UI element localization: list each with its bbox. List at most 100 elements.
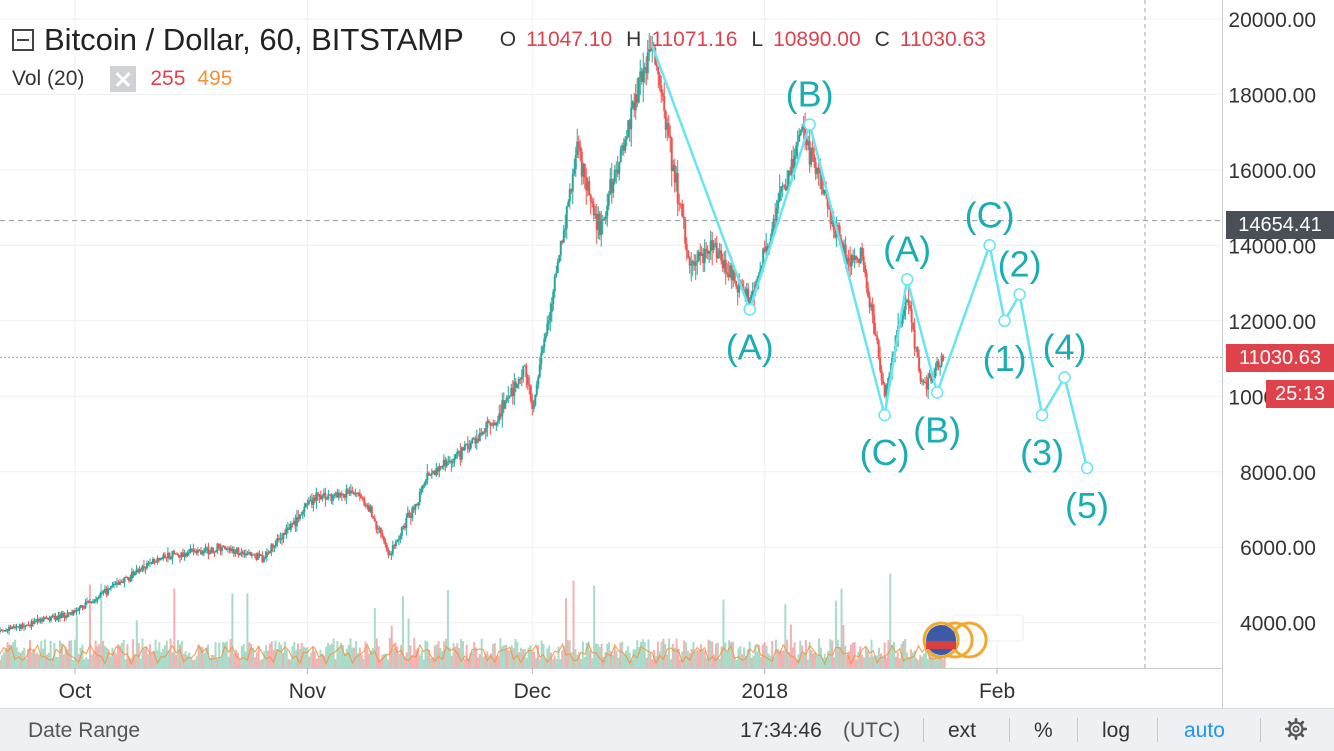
volume-bar <box>23 647 26 668</box>
price-axis-label: 18000.00 <box>1228 84 1316 107</box>
candle-body <box>331 495 334 501</box>
volume-bar <box>280 644 283 668</box>
candle-body <box>843 244 846 254</box>
candle-body <box>930 373 933 382</box>
candle-body <box>267 552 270 554</box>
volume-bar <box>722 599 725 668</box>
volume-indicator-name[interactable]: Vol (20) <box>12 67 85 90</box>
candle-body <box>789 170 792 175</box>
candle-body <box>474 438 477 444</box>
candle-body <box>532 405 535 409</box>
candle-body <box>496 420 499 423</box>
volume-value: 255 <box>150 67 186 90</box>
candle-body <box>459 451 462 460</box>
candle-body <box>399 536 402 539</box>
candle-body <box>636 94 639 103</box>
remove-indicator-icon[interactable] <box>110 66 137 92</box>
candle-body <box>486 420 489 429</box>
collapse-legend-icon[interactable] <box>12 29 34 51</box>
candle-body <box>78 607 81 611</box>
candle-body <box>903 309 906 316</box>
volume-bar <box>482 656 485 668</box>
volume-bar <box>355 641 358 668</box>
volume-bar <box>313 651 316 668</box>
candle-body <box>381 533 384 537</box>
candle-body <box>757 274 760 279</box>
settings-gear-icon[interactable] <box>1285 718 1307 740</box>
candle-body <box>697 251 700 261</box>
volume-bar <box>2 652 5 668</box>
volume-bar <box>385 653 388 668</box>
volume-bar <box>559 659 562 668</box>
volume-bar <box>626 646 629 668</box>
auto-scale-button[interactable]: auto <box>1184 719 1225 742</box>
volume-bar <box>765 645 768 668</box>
volume-bar <box>392 648 395 668</box>
candle-body <box>226 548 229 550</box>
candle-body <box>612 181 615 193</box>
log-scale-button[interactable]: log <box>1102 719 1131 742</box>
candle-body <box>429 474 432 476</box>
candle-body <box>325 498 328 500</box>
volume-bar <box>840 588 843 668</box>
candle-body <box>694 261 697 266</box>
candle-body <box>147 562 150 564</box>
candle-body <box>388 553 391 555</box>
candle-body <box>285 527 288 535</box>
candle-body <box>642 69 645 82</box>
candle-body <box>282 532 285 540</box>
candle-body <box>286 527 289 529</box>
percent-scale-button[interactable]: % <box>1034 719 1053 742</box>
volume-bar <box>109 656 112 668</box>
extended-hours-button[interactable]: ext <box>948 719 977 742</box>
candle-body <box>772 218 775 229</box>
candle-body <box>735 281 738 287</box>
volume-bar <box>484 653 487 668</box>
us-flag-icon <box>926 625 957 655</box>
volume-bar <box>8 644 11 668</box>
candle-body <box>217 543 220 548</box>
candle-body <box>736 286 739 293</box>
candle-body <box>828 206 831 210</box>
volume-bar <box>317 657 320 668</box>
candle-body <box>705 248 708 251</box>
candle-body <box>58 614 61 619</box>
volume-bar <box>821 658 824 668</box>
volume-bar <box>135 620 138 668</box>
candle-body <box>784 185 787 191</box>
volume-bar <box>124 659 127 668</box>
candle-body <box>55 618 58 621</box>
candle-body <box>657 66 660 75</box>
volume-bar <box>943 653 946 668</box>
candle-body <box>676 172 679 204</box>
date-range-button[interactable]: Date Range <box>28 719 141 742</box>
symbol-title[interactable]: Bitcoin / Dollar, 60, BITSTAMP <box>44 22 464 57</box>
candle-body <box>606 205 609 216</box>
candle-body <box>192 549 195 552</box>
candle-body <box>723 259 726 269</box>
candle-body <box>808 140 811 165</box>
wave-point-marker <box>803 118 816 131</box>
candle-body <box>114 584 117 586</box>
volume-bar <box>902 641 905 668</box>
candle-body <box>108 588 111 590</box>
volume-bar <box>88 584 91 668</box>
candle-body <box>724 259 727 273</box>
candle-body <box>127 577 130 581</box>
candle-body <box>547 320 550 324</box>
volume-bar <box>677 649 680 668</box>
candle-body <box>393 545 396 547</box>
timezone-button[interactable]: (UTC) <box>843 719 901 742</box>
price-chart[interactable]: 4000.006000.008000.0010000.0012000.00140… <box>0 0 1334 708</box>
candle-body <box>546 323 549 335</box>
candle-body <box>361 498 364 500</box>
candle-body <box>868 296 871 308</box>
candle-body <box>259 554 262 556</box>
candle-body <box>631 101 634 108</box>
volume-bar <box>321 653 324 668</box>
candle-body <box>858 258 861 263</box>
candle-body <box>499 413 502 417</box>
candle-body <box>706 250 709 254</box>
candle-body <box>829 209 832 224</box>
wave-label: (5) <box>1065 485 1109 526</box>
